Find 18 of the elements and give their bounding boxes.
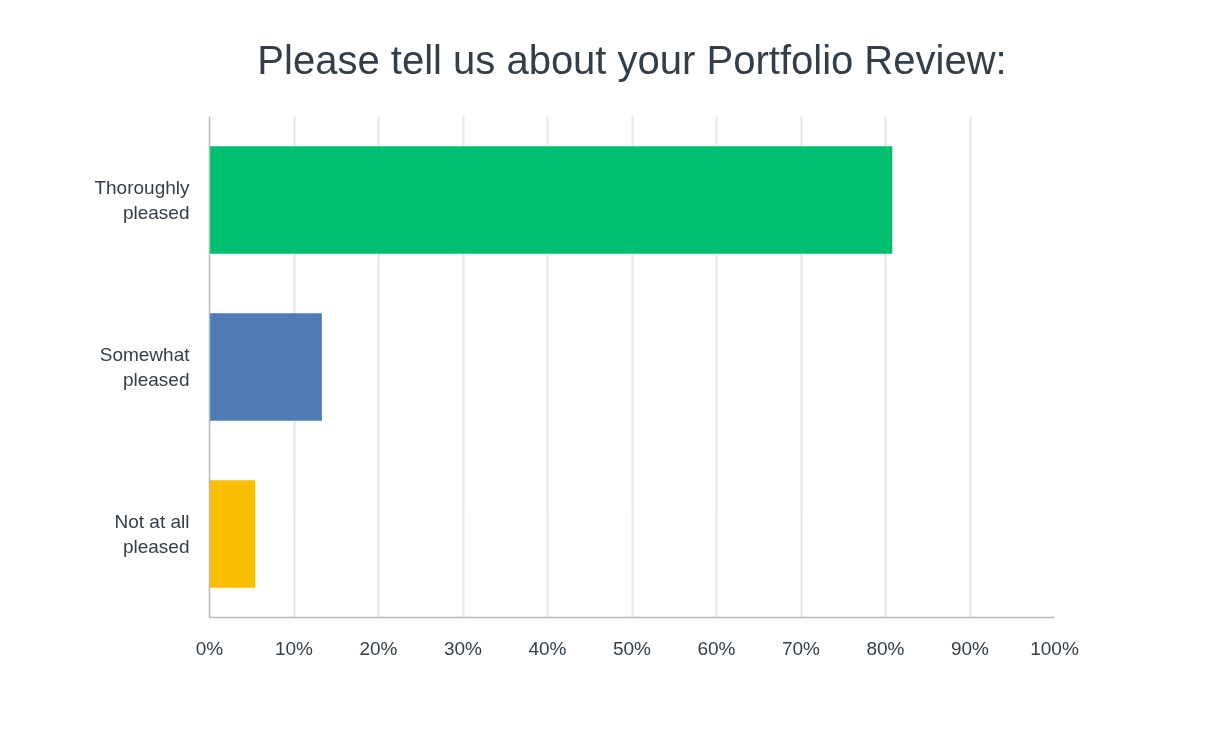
x-tick-label: 0% — [195, 637, 224, 659]
chart-title: Please tell us about your Portfolio Review: — [257, 37, 1007, 82]
x-tick-label: 30% — [443, 637, 483, 659]
y-tick-label: Somewhat pleased — [99, 343, 191, 391]
bar — [209, 146, 893, 254]
x-tick-label: 90% — [950, 637, 990, 659]
x-tick-label: 80% — [866, 637, 905, 659]
y-tick-label: Not at all pleased — [114, 510, 190, 558]
x-tick-label: 60% — [697, 637, 736, 659]
x-tick-label: 10% — [274, 637, 314, 659]
bar — [209, 313, 322, 421]
bar — [209, 480, 256, 588]
x-tick-label: 20% — [359, 637, 398, 659]
x-tick-label: 70% — [781, 637, 821, 659]
x-tick-label: 100% — [1030, 637, 1079, 659]
x-tick-label: 50% — [612, 637, 652, 659]
x-tick-label: 40% — [528, 637, 567, 659]
y-tick-label: Thoroughly pleased — [94, 176, 190, 224]
